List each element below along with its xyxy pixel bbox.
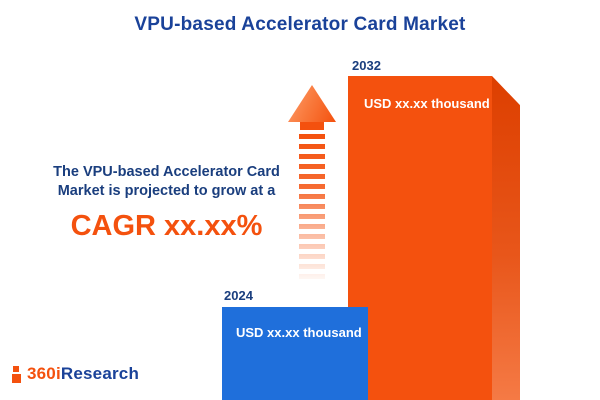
bar-2032: [348, 76, 492, 400]
bar-2024: [222, 307, 368, 400]
bar-2032-side-face: [492, 76, 520, 400]
cagr-value: CAGR xx.xx%: [70, 210, 263, 242]
description-line-2: Market is projected to grow at a: [57, 183, 276, 199]
bar-label-2024: 2024: [224, 288, 253, 303]
logo: 360iResearch: [12, 364, 139, 384]
arrow-head-icon: [288, 85, 336, 122]
logo-text-360i: 360i: [27, 364, 61, 383]
logo-square-large: [12, 373, 21, 383]
logo-squares-icon: [12, 365, 21, 383]
description-line-1: The VPU-based Accelerator Card: [53, 164, 280, 180]
arrow-shaft: [300, 122, 324, 130]
arrow-fade-overlay: [297, 134, 327, 286]
page-title: VPU-based Accelerator Card Market: [134, 14, 466, 35]
logo-square-small: [13, 365, 19, 372]
logo-text-research: Research: [60, 364, 140, 383]
bar-value-2032: USD xx.xx thousand: [364, 96, 490, 111]
logo-text: 360iResearch: [27, 364, 139, 384]
description-block: The VPU-based Accelerator Card Market is…: [24, 163, 309, 243]
bar-value-2024: USD xx.xx thousand: [236, 325, 362, 340]
bar-label-2032: 2032: [352, 58, 381, 73]
